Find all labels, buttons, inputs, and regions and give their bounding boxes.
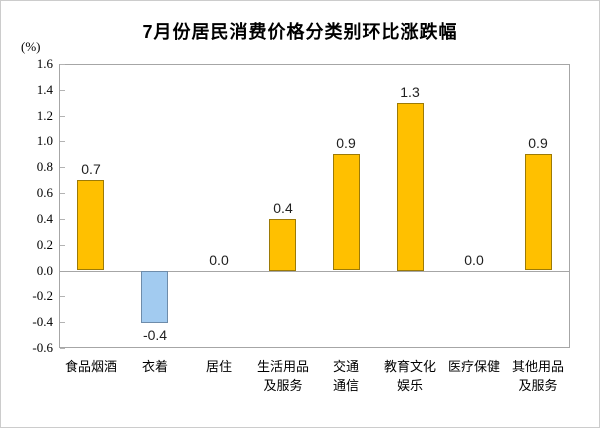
y-axis-tick bbox=[60, 322, 65, 323]
bar-value-label: 0.9 bbox=[528, 135, 548, 151]
plot-area bbox=[59, 64, 570, 348]
y-axis-tick-label: -0.6 bbox=[32, 340, 53, 355]
zero-baseline bbox=[60, 271, 569, 272]
x-axis-category-label-line: 居住 bbox=[205, 359, 232, 374]
y-axis-tick bbox=[60, 193, 65, 194]
x-axis-category-label: 教育文化 娱乐 bbox=[370, 357, 450, 395]
x-axis-category-label: 食品烟酒 bbox=[51, 357, 131, 376]
x-axis-category-label-line: 通信 bbox=[332, 378, 359, 393]
x-axis-category-label: 衣着 bbox=[115, 357, 195, 376]
x-axis-category-label-line: 娱乐 bbox=[396, 378, 423, 393]
bar-value-label: 0.0 bbox=[209, 252, 229, 268]
y-axis-tick bbox=[60, 116, 65, 117]
x-axis-category-label: 交通 通信 bbox=[306, 357, 386, 395]
x-axis-category-label-line: 及服务 bbox=[518, 378, 558, 393]
y-axis-tick-label: 0.2 bbox=[36, 237, 53, 252]
y-axis-tick-label: -0.2 bbox=[32, 288, 53, 303]
bar bbox=[333, 154, 360, 270]
x-axis-category-label-line: 食品烟酒 bbox=[64, 359, 117, 374]
bar bbox=[77, 180, 104, 270]
y-axis-tick-label: 0.0 bbox=[36, 263, 53, 278]
x-axis-category-label-line: 及服务 bbox=[263, 378, 303, 393]
y-axis-tick-label: 1.2 bbox=[36, 108, 53, 123]
y-axis-tick bbox=[60, 167, 65, 168]
y-axis-tick bbox=[60, 141, 65, 142]
y-axis-tick bbox=[60, 90, 65, 91]
chart-title: 7月份居民消费价格分类别环比涨跌幅 bbox=[142, 22, 458, 42]
y-axis-tick bbox=[60, 219, 65, 220]
bar-value-label: 0.4 bbox=[273, 200, 293, 216]
y-axis-unit-label: (%) bbox=[21, 39, 41, 54]
y-axis-tick-label: 1.6 bbox=[36, 56, 53, 71]
x-axis-category-label-line: 其他用品 bbox=[511, 359, 564, 374]
bar bbox=[397, 103, 424, 271]
bar-value-label: -0.4 bbox=[142, 327, 168, 343]
y-axis-tick-label: 1.0 bbox=[36, 133, 53, 148]
y-axis-tick-label: 0.6 bbox=[36, 185, 53, 200]
y-axis-tick-label: -0.4 bbox=[32, 314, 53, 329]
y-axis-tick bbox=[60, 245, 65, 246]
bar bbox=[269, 219, 296, 271]
x-axis-category-label-line: 生活用品 bbox=[256, 359, 309, 374]
x-axis-category-label-line: 医疗保健 bbox=[447, 359, 500, 374]
x-axis-category-label: 医疗保健 bbox=[434, 357, 514, 376]
bar-value-label: 0.9 bbox=[336, 135, 356, 151]
x-axis-category-label: 其他用品 及服务 bbox=[498, 357, 578, 395]
x-axis-category-label-line: 交通 bbox=[332, 359, 359, 374]
x-axis-category-label-line: 衣着 bbox=[141, 359, 168, 374]
x-axis-category-label-line: 教育文化 bbox=[383, 359, 436, 374]
x-axis-category-label: 生活用品 及服务 bbox=[243, 357, 323, 395]
y-axis-tick-label: 0.8 bbox=[36, 159, 53, 174]
y-axis-tick-label: 1.4 bbox=[36, 82, 53, 97]
y-axis-tick bbox=[60, 64, 65, 65]
bar bbox=[141, 271, 168, 323]
y-axis-tick bbox=[60, 348, 65, 349]
y-axis-tick-label: 0.4 bbox=[36, 211, 53, 226]
bar-value-label: 1.3 bbox=[400, 84, 420, 100]
x-axis-category-label: 居住 bbox=[179, 357, 259, 376]
y-axis-tick bbox=[60, 296, 65, 297]
bar bbox=[525, 154, 552, 270]
bar-value-label: 0.0 bbox=[464, 252, 484, 268]
bar-value-label: 0.7 bbox=[81, 161, 101, 177]
